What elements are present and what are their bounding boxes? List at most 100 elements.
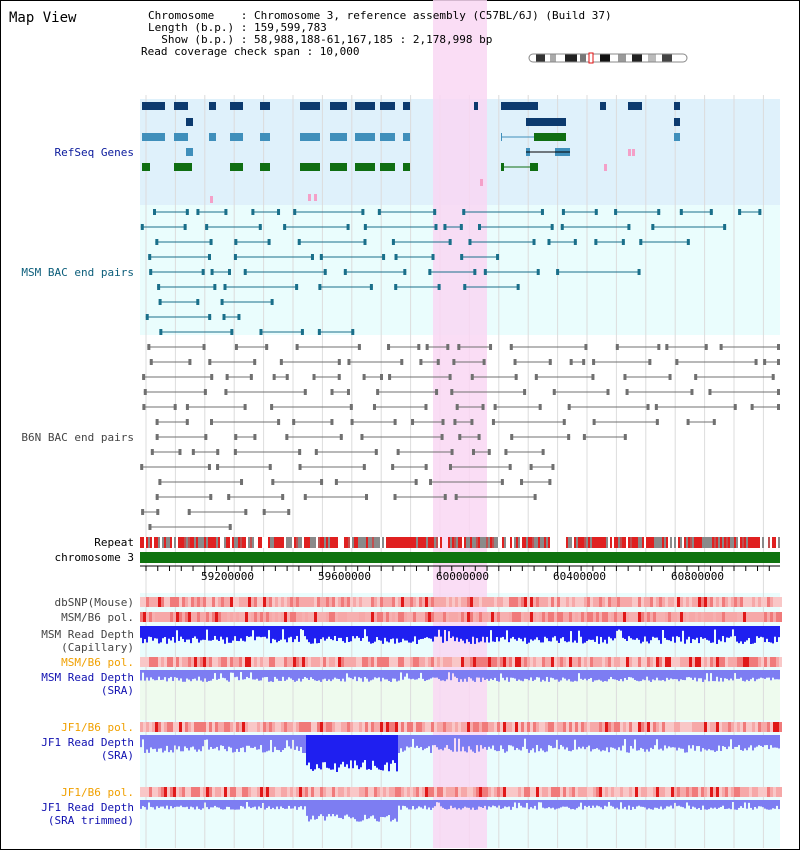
- read-depth-bar: [514, 735, 516, 751]
- pol-heat-cell: [272, 597, 275, 607]
- pol-heat-cell: [764, 787, 767, 797]
- read-depth-bar: [324, 670, 326, 679]
- pol-heat-cell: [341, 657, 344, 667]
- pol-heat-cell: [410, 597, 413, 607]
- pol-heat-cell: [749, 657, 752, 667]
- read-depth-bar: [168, 800, 170, 810]
- pol-heat-cell: [491, 612, 494, 622]
- read-depth-bar: [736, 800, 738, 810]
- pol-heat-cell: [746, 597, 749, 607]
- repeat-band: [164, 537, 166, 548]
- pol-heat-cell: [629, 657, 632, 667]
- pol-heat-cell: [242, 722, 245, 732]
- pol-heat-cell: [179, 657, 182, 667]
- pol-heat-cell: [209, 612, 212, 622]
- pol-heat-cell: [467, 657, 470, 667]
- read-depth-bar: [746, 800, 748, 809]
- read-depth-bar: [724, 626, 726, 643]
- read-depth-bar: [540, 626, 542, 643]
- repeat-band: [634, 537, 636, 548]
- pol-heat-cell: [734, 612, 737, 622]
- pol-heat-cell: [614, 612, 617, 622]
- read-depth-bar: [348, 800, 350, 817]
- pol-heat-cell: [200, 597, 203, 607]
- track-label-jf1-read-depth-trimmed[interactable]: JF1 Read Depth (SRA trimmed): [41, 801, 134, 827]
- track-label-b6n-bac-end-pairs[interactable]: B6N BAC end pairs: [21, 431, 134, 444]
- read-depth-bar: [464, 626, 466, 644]
- pol-heat-cell: [737, 612, 740, 622]
- track-label-chromosome[interactable]: chromosome 3: [54, 551, 134, 564]
- pol-heat-cell: [488, 657, 491, 667]
- read-depth-bar: [226, 670, 228, 681]
- pol-heat-cell: [257, 657, 260, 667]
- read-depth-bar: [428, 735, 430, 747]
- pol-heat-cell: [749, 787, 752, 797]
- track-label-dbsnp[interactable]: dbSNP(Mouse): [54, 596, 134, 609]
- pol-heat-cell: [368, 597, 371, 607]
- track-label-msm-b6-pol-2[interactable]: MSM/B6 pol.: [61, 656, 134, 669]
- repeat-band: [312, 537, 314, 548]
- read-depth-bar: [152, 670, 154, 680]
- pol-heat-cell: [209, 787, 212, 797]
- chromosome-info: Chromosome : Chromosome 3, reference ass…: [141, 10, 612, 58]
- pol-heat-cell: [626, 612, 629, 622]
- read-depth-bar: [384, 800, 386, 818]
- bac-end-marker: [377, 209, 381, 215]
- track-label-jf1-read-depth-sra[interactable]: JF1 Read Depth (SRA): [41, 736, 134, 762]
- read-depth-bar: [380, 735, 382, 771]
- pol-heat-cell: [563, 597, 566, 607]
- repeat-band: [684, 537, 686, 548]
- repeat-band: [700, 537, 702, 548]
- read-depth-bar: [514, 670, 516, 679]
- track-label-jf1-b6-pol-2[interactable]: JF1/B6 pol.: [61, 786, 134, 799]
- track-label-msm-b6-pol-1[interactable]: MSM/B6 pol.: [61, 611, 134, 624]
- show-line: Show (b.p.) : 58,988,188-61,167,185 : 2,…: [148, 33, 493, 46]
- pol-heat-cell: [656, 787, 659, 797]
- track-label-msm-read-depth-capillary[interactable]: MSM Read Depth (Capillary): [41, 628, 134, 654]
- pol-heat-cell: [368, 657, 371, 667]
- repeat-band: [328, 537, 330, 548]
- pol-heat-cell: [260, 657, 263, 667]
- chromosome-ideogram[interactable]: [528, 52, 690, 64]
- pol-heat-cell: [377, 612, 380, 622]
- read-depth-bar: [678, 670, 680, 682]
- read-depth-bar: [652, 626, 654, 637]
- read-depth-bar: [438, 670, 440, 680]
- track-label-repeat[interactable]: Repeat: [94, 536, 134, 549]
- gene-feature: [355, 102, 375, 110]
- read-depth-bar: [722, 670, 724, 682]
- pol-heat-cell: [620, 787, 623, 797]
- pol-heat-cell: [161, 612, 164, 622]
- bac-end-marker: [228, 524, 232, 530]
- pol-heat-cell: [317, 787, 320, 797]
- pol-heat-cell: [200, 612, 203, 622]
- bac-end-marker: [489, 344, 493, 350]
- read-depth-bar: [618, 626, 620, 630]
- track-label-refseq-genes[interactable]: RefSeq Genes: [54, 146, 134, 159]
- track-label-jf1-b6-pol-1[interactable]: JF1/B6 pol.: [61, 721, 134, 734]
- read-depth-bar: [368, 670, 370, 682]
- bac-end-marker: [510, 434, 514, 440]
- gene-feature: [330, 133, 347, 141]
- pol-heat-cell: [335, 722, 338, 732]
- bac-end-marker: [457, 344, 461, 350]
- pol-heat-cell: [638, 612, 641, 622]
- repeat-band: [662, 537, 664, 548]
- read-depth-bar: [274, 626, 276, 640]
- pol-heat-cell: [362, 787, 365, 797]
- bac-end-marker: [155, 494, 159, 500]
- track-label-msm-read-depth-sra[interactable]: MSM Read Depth (SRA): [41, 671, 134, 697]
- read-depth-bar: [302, 800, 304, 810]
- read-depth-bar: [764, 670, 766, 679]
- read-depth-bar: [184, 735, 186, 747]
- pol-heat-cell: [149, 597, 152, 607]
- repeat-band: [694, 537, 696, 548]
- repeat-band: [524, 537, 526, 548]
- track-label-msm-bac-end-pairs[interactable]: MSM BAC end pairs: [21, 266, 134, 279]
- pol-heat-cell: [275, 597, 278, 607]
- repeat-band: [436, 537, 438, 548]
- pol-heat-cell: [500, 657, 503, 667]
- repeat-band: [342, 537, 344, 548]
- read-depth-bar: [468, 626, 470, 642]
- read-depth-bar: [500, 670, 502, 674]
